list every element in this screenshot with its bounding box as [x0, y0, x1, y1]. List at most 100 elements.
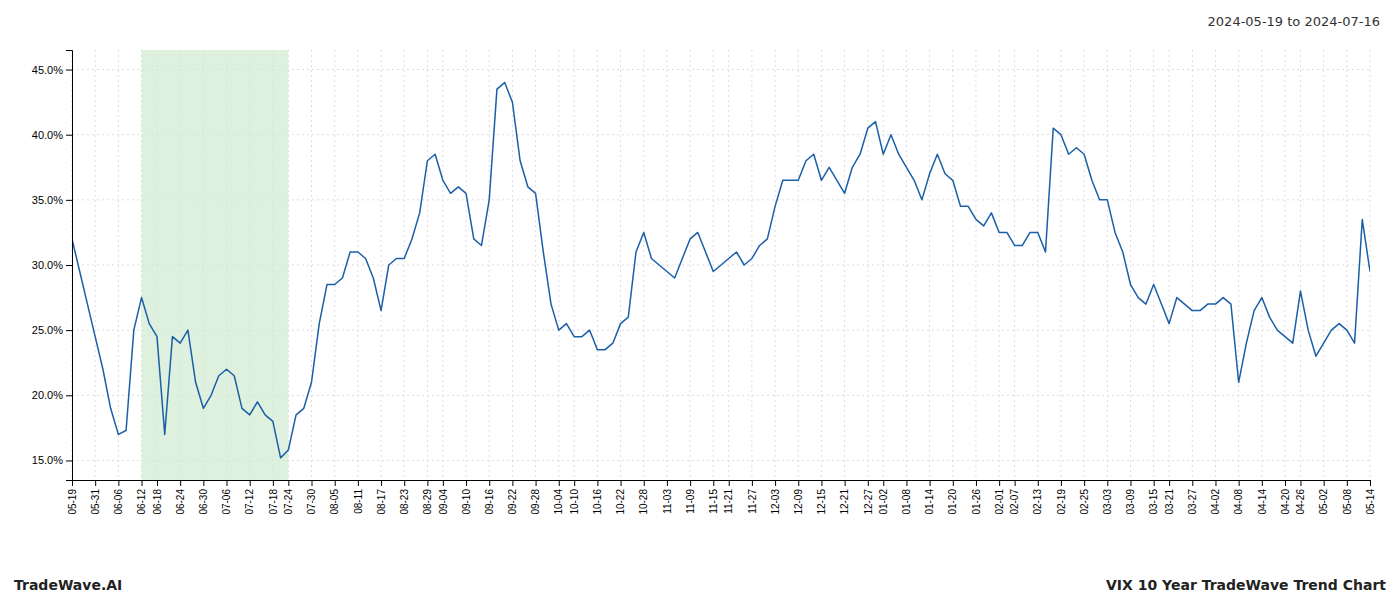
- x-tick-label: 08-29: [422, 489, 433, 515]
- x-tick: 12-21: [839, 480, 850, 515]
- grid-line-x: [821, 50, 822, 480]
- x-tick: 04-20: [1280, 480, 1291, 515]
- x-tick-label: 04-26: [1295, 489, 1306, 515]
- x-tick-label: 11-27: [747, 489, 758, 514]
- x-tick-label: 08-11: [353, 489, 364, 514]
- grid-line-x: [1130, 50, 1131, 480]
- x-tick: 03-15: [1148, 480, 1159, 515]
- x-tick-mark: [95, 480, 96, 486]
- x-tick: 03-03: [1102, 480, 1113, 515]
- x-tick-mark: [142, 480, 143, 486]
- x-tick: 05-14: [1365, 480, 1376, 515]
- x-tick-label: 01-20: [947, 489, 958, 515]
- x-tick-mark: [1285, 480, 1286, 486]
- x-tick-label: 02-07: [1009, 489, 1020, 515]
- y-tick-label: 35.0%: [32, 194, 63, 206]
- grid-line-x: [728, 50, 729, 480]
- subtitle: 2024-05-19 to 2024-07-16: [1208, 14, 1380, 29]
- x-tick: 06-30: [198, 480, 209, 515]
- x-tick: 05-19: [67, 480, 78, 515]
- x-tick: 07-24: [283, 480, 294, 515]
- y-tick-mark: [66, 265, 72, 266]
- x-tick: 01-26: [971, 480, 982, 515]
- grid-line-x: [690, 50, 691, 480]
- x-tick: 02-07: [1009, 480, 1020, 515]
- x-tick: 03-21: [1164, 480, 1175, 515]
- x-tick: 07-12: [244, 480, 255, 515]
- x-tick: 10-28: [638, 480, 649, 515]
- x-tick-mark: [1084, 480, 1085, 486]
- x-tick-mark: [443, 480, 444, 486]
- x-tick-label: 08-17: [376, 489, 387, 515]
- x-tick-label: 08-23: [399, 489, 410, 515]
- y-tick: 25.0%: [32, 324, 72, 336]
- x-tick-mark: [381, 480, 382, 486]
- x-tick-label: 07-24: [283, 489, 294, 515]
- x-tick-label: 05-08: [1342, 489, 1353, 515]
- x-tick: 12-09: [793, 480, 804, 515]
- x-tick-label: 03-27: [1187, 489, 1198, 515]
- grid: [72, 50, 1370, 480]
- x-tick-mark: [1215, 480, 1216, 486]
- x-tick-mark: [752, 480, 753, 486]
- x-tick-mark: [118, 480, 119, 486]
- x-tick-label: 11-09: [685, 489, 696, 514]
- x-tick: 07-30: [306, 480, 317, 515]
- x-tick-mark: [335, 480, 336, 486]
- x-tick: 12-27: [862, 480, 873, 515]
- grid-line-x: [574, 50, 575, 480]
- x-tick-label: 02-19: [1056, 489, 1067, 515]
- x-tick: 09-04: [438, 480, 449, 515]
- x-tick-label: 10-04: [553, 489, 564, 515]
- grid-line-x: [883, 50, 884, 480]
- grid-line-x: [535, 50, 536, 480]
- x-tick-mark: [536, 480, 537, 486]
- x-tick-mark: [427, 480, 428, 486]
- grid-line-x: [929, 50, 930, 480]
- grid-line-x: [1323, 50, 1324, 480]
- y-tick-label: 30.0%: [32, 259, 63, 271]
- x-tick-mark: [999, 480, 1000, 486]
- grid-line-x: [620, 50, 621, 480]
- x-tick-mark: [273, 480, 274, 486]
- x-tick: 05-31: [90, 480, 101, 515]
- x-tick: 08-17: [376, 480, 387, 515]
- x-tick-mark: [1107, 480, 1108, 486]
- x-tick: 01-20: [947, 480, 958, 515]
- x-tick: 04-26: [1295, 480, 1306, 515]
- x-tick-label: 09-22: [507, 489, 518, 515]
- grid-line-x: [1261, 50, 1262, 480]
- x-tick-mark: [690, 480, 691, 486]
- chart: 05-1905-3106-0606-1206-1806-2406-3007-06…: [0, 0, 1400, 600]
- x-axis: 05-1905-3106-0606-1206-1806-2406-3007-06…: [67, 480, 1376, 515]
- grid-line-x: [1037, 50, 1038, 480]
- x-tick-label: 09-04: [438, 489, 449, 515]
- x-tick-label: 04-08: [1233, 489, 1244, 515]
- y-tick-label: 45.0%: [32, 64, 63, 76]
- x-tick-mark: [1015, 480, 1016, 486]
- x-tick-label: 02-25: [1079, 489, 1090, 515]
- marks: [72, 50, 1370, 480]
- x-tick-mark: [597, 480, 598, 486]
- y-tick-mark: [66, 460, 72, 461]
- x-tick: 06-24: [175, 480, 186, 515]
- grid-line-x: [713, 50, 714, 480]
- x-tick: 02-13: [1032, 480, 1043, 515]
- grid-line-x: [751, 50, 752, 480]
- x-tick: 09-22: [507, 480, 518, 515]
- x-tick-label: 05-02: [1318, 489, 1329, 515]
- x-tick-label: 12-03: [770, 489, 781, 515]
- x-tick-mark: [713, 480, 714, 486]
- x-tick-label: 01-14: [924, 489, 935, 515]
- x-tick-mark: [868, 480, 869, 486]
- x-tick-mark: [821, 480, 822, 486]
- x-tick-mark: [1262, 480, 1263, 486]
- x-tick-label: 03-21: [1164, 489, 1175, 515]
- x-tick: 09-28: [530, 480, 541, 515]
- grid-line-x: [1285, 50, 1286, 480]
- x-tick: 06-12: [136, 480, 147, 515]
- x-tick: 12-03: [770, 480, 781, 515]
- x-tick-label: 01-08: [901, 489, 912, 515]
- x-axis-line: [73, 481, 1371, 487]
- x-tick: 11-27: [747, 480, 758, 514]
